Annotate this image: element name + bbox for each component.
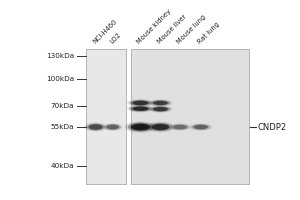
Ellipse shape bbox=[148, 99, 172, 106]
Ellipse shape bbox=[194, 125, 208, 129]
Ellipse shape bbox=[130, 100, 151, 106]
Ellipse shape bbox=[151, 106, 170, 112]
Ellipse shape bbox=[152, 124, 169, 130]
Ellipse shape bbox=[84, 123, 107, 131]
Ellipse shape bbox=[191, 124, 210, 130]
Text: Rat lung: Rat lung bbox=[196, 21, 220, 45]
Ellipse shape bbox=[154, 125, 167, 129]
Ellipse shape bbox=[151, 100, 170, 106]
Ellipse shape bbox=[135, 101, 146, 105]
Ellipse shape bbox=[125, 121, 156, 133]
Ellipse shape bbox=[130, 106, 151, 112]
Ellipse shape bbox=[134, 125, 147, 129]
Text: LO2: LO2 bbox=[108, 32, 122, 45]
Ellipse shape bbox=[149, 123, 172, 131]
Ellipse shape bbox=[91, 125, 101, 129]
Ellipse shape bbox=[168, 123, 191, 131]
Ellipse shape bbox=[108, 125, 117, 129]
Ellipse shape bbox=[104, 124, 121, 130]
Ellipse shape bbox=[153, 107, 168, 111]
Text: 100kDa: 100kDa bbox=[46, 76, 74, 82]
Ellipse shape bbox=[170, 124, 189, 130]
Ellipse shape bbox=[148, 106, 172, 113]
Ellipse shape bbox=[106, 125, 119, 129]
Ellipse shape bbox=[189, 123, 212, 131]
Ellipse shape bbox=[173, 125, 187, 129]
Ellipse shape bbox=[155, 108, 166, 111]
Text: Mouse lung: Mouse lung bbox=[176, 14, 207, 45]
Ellipse shape bbox=[127, 99, 154, 107]
Text: Mouse liver: Mouse liver bbox=[156, 14, 188, 45]
Ellipse shape bbox=[88, 124, 103, 130]
Ellipse shape bbox=[127, 105, 154, 112]
Text: Mouse kidney: Mouse kidney bbox=[136, 8, 173, 45]
Bar bbox=[86, 49, 126, 184]
Ellipse shape bbox=[175, 125, 185, 129]
Ellipse shape bbox=[132, 101, 149, 105]
Text: 40kDa: 40kDa bbox=[50, 163, 74, 169]
Text: CNDP2: CNDP2 bbox=[257, 123, 286, 132]
Ellipse shape bbox=[135, 107, 146, 110]
Ellipse shape bbox=[155, 101, 166, 104]
Text: 70kDa: 70kDa bbox=[50, 103, 74, 109]
Text: NCI-H460: NCI-H460 bbox=[92, 19, 118, 45]
Text: 130kDa: 130kDa bbox=[46, 53, 74, 59]
Ellipse shape bbox=[153, 101, 168, 105]
Ellipse shape bbox=[103, 123, 123, 131]
Ellipse shape bbox=[128, 123, 153, 132]
Bar bbox=[130, 49, 248, 184]
Text: 55kDa: 55kDa bbox=[50, 124, 74, 130]
Ellipse shape bbox=[86, 123, 105, 131]
Ellipse shape bbox=[132, 107, 149, 111]
Ellipse shape bbox=[196, 125, 206, 129]
Ellipse shape bbox=[146, 122, 175, 132]
Ellipse shape bbox=[131, 124, 150, 131]
